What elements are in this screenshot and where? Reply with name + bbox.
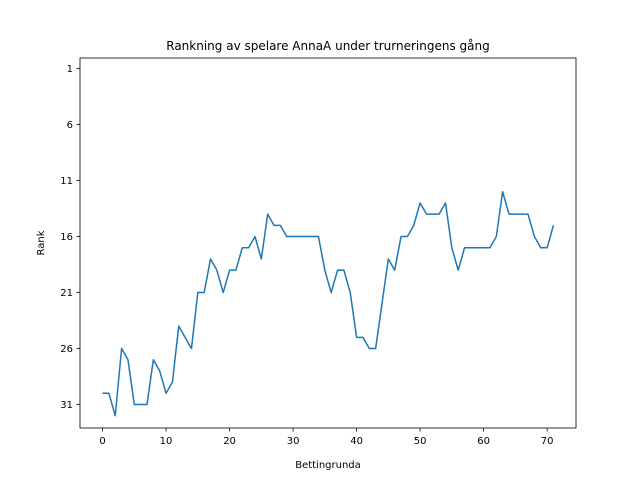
y-tick-label: 31 [60,400,73,411]
x-axis-label: Bettingrunda [295,460,361,471]
x-axis-ticks: 0 10 20 30 40 50 60 70 [99,428,553,447]
x-tick-label: 0 [99,436,105,447]
plot-frame [79,57,577,429]
chart-title: Rankning av spelare AnnaA under trurneri… [166,39,489,53]
series-line [102,191,555,417]
y-tick-label: 11 [60,176,73,187]
y-tick-label: 21 [60,288,73,299]
y-tick-label: 6 [67,120,73,131]
plot-area [80,58,576,428]
x-tick-label: 50 [414,436,427,447]
x-tick-label: 70 [541,436,554,447]
x-tick-label: 60 [477,436,490,447]
x-tick-label: 10 [160,436,173,447]
x-tick-label: 30 [287,436,300,447]
y-axis-label: Rank [36,230,47,255]
y-tick-label: 1 [67,64,73,75]
x-tick-label: 40 [350,436,363,447]
y-tick-label: 16 [60,232,73,243]
series-layer [102,191,555,417]
x-tick-label: 20 [223,436,236,447]
y-tick-label: 26 [60,344,73,355]
